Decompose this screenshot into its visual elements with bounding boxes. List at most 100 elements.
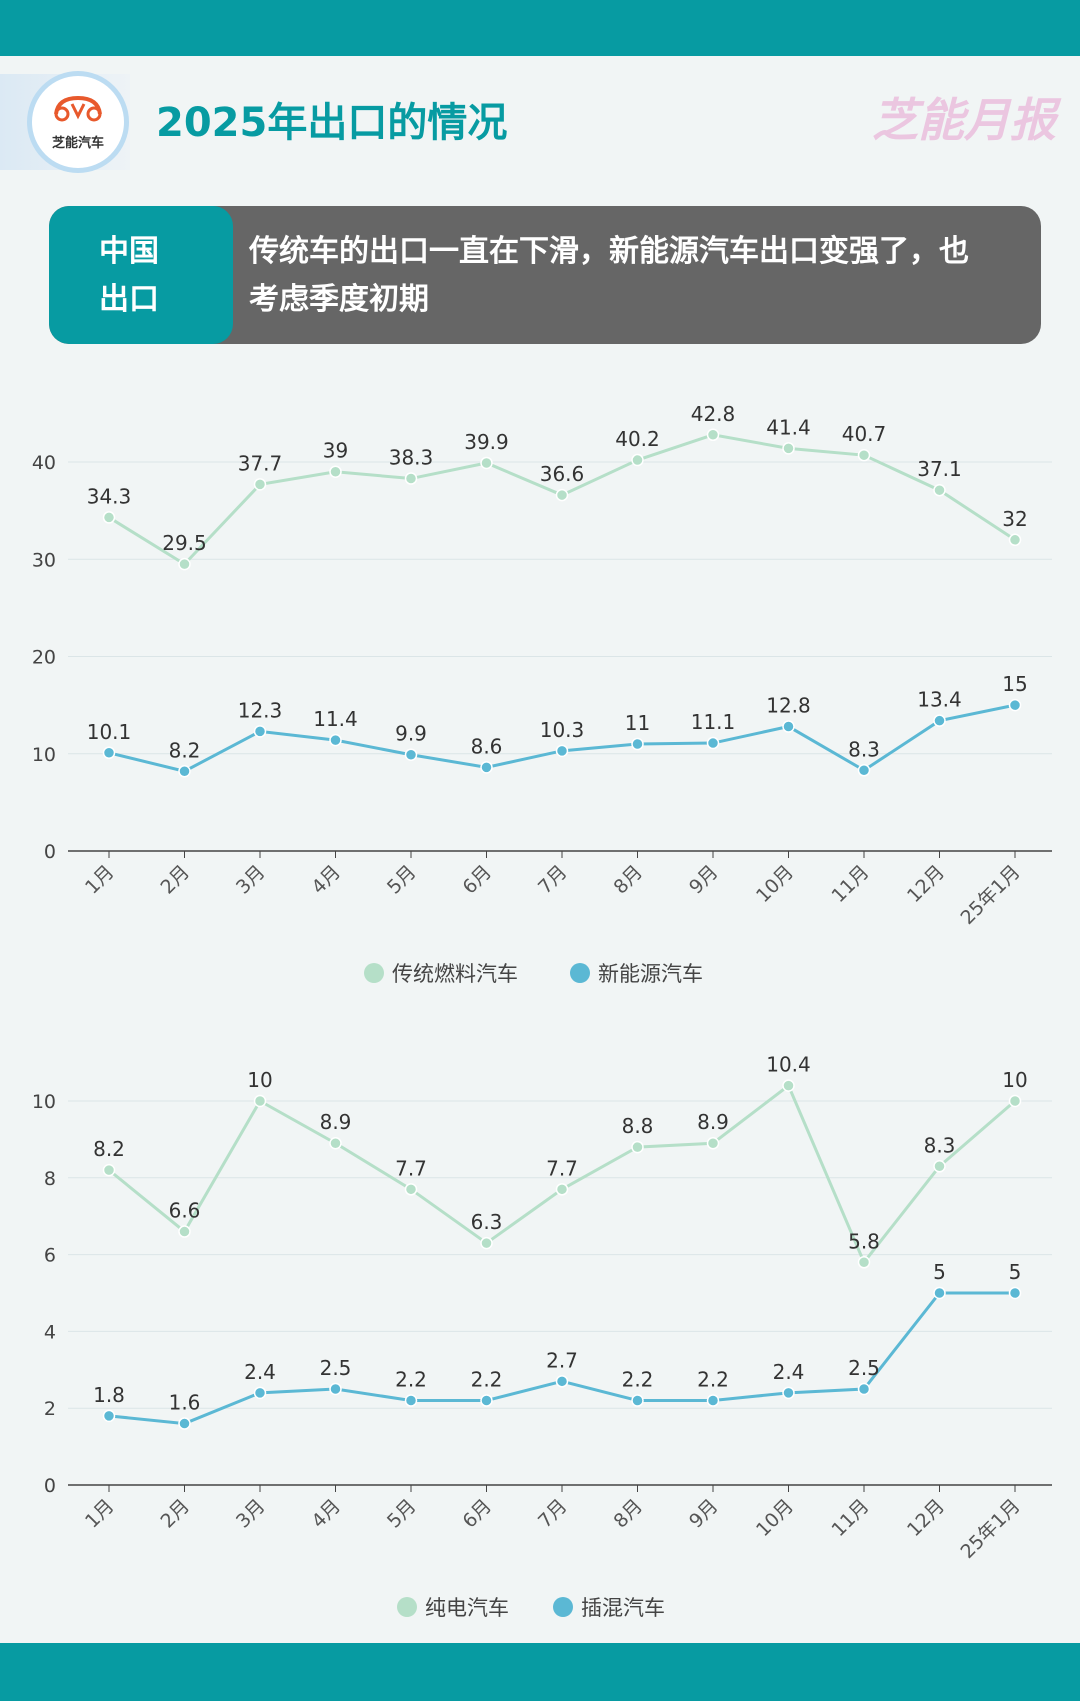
data-point: [782, 442, 795, 455]
data-label: 2.4: [773, 1360, 805, 1384]
data-point: [102, 1409, 116, 1423]
x-tick-label: 1月: [81, 1495, 119, 1533]
x-tick-label: 8月: [609, 1495, 647, 1533]
data-point: [857, 1256, 871, 1269]
summary-text: 传统车的出口一直在下滑，新能源汽车出口变强了，也考虑季度初期: [249, 234, 969, 317]
data-point: [329, 465, 342, 478]
data-point: [404, 748, 418, 761]
x-tick-label: 2月: [156, 1495, 194, 1533]
data-label: 8.3: [848, 737, 880, 761]
y-tick-label: 40: [32, 452, 56, 474]
legend-label: 传统燃料汽车: [392, 962, 518, 986]
data-label: 6.3: [471, 1210, 503, 1234]
y-tick-label: 4: [44, 1321, 56, 1343]
data-label: 6.6: [169, 1199, 201, 1223]
y-tick-label: 20: [32, 647, 56, 669]
x-tick-label: 10月: [752, 1495, 798, 1541]
data-point: [857, 764, 871, 777]
data-label: 7.7: [395, 1156, 427, 1180]
data-label: 42.8: [691, 402, 736, 426]
data-point: [631, 453, 644, 467]
data-point: [555, 1375, 569, 1388]
legend-label: 纯电汽车: [425, 1596, 509, 1620]
legend-label: 插混汽车: [581, 1596, 665, 1620]
data-point: [555, 488, 569, 502]
x-tick-label: 9月: [685, 1495, 723, 1533]
tag-line-1: 中国: [99, 234, 159, 269]
bottom-bar: [0, 1643, 1080, 1701]
data-label: 8.2: [93, 1137, 125, 1161]
data-label: 9.9: [395, 722, 427, 746]
data-point: [782, 720, 795, 733]
data-label: 38.3: [389, 446, 434, 470]
y-tick-label: 30: [32, 549, 56, 571]
car-logo-icon: [54, 95, 102, 122]
data-point: [631, 1394, 644, 1407]
data-label: 2.5: [848, 1356, 880, 1380]
data-point: [555, 1183, 569, 1196]
data-label: 8.2: [169, 738, 201, 762]
data-label: 39.9: [464, 430, 509, 454]
data-label: 40.7: [842, 422, 887, 446]
y-tick-label: 0: [44, 841, 56, 863]
data-point: [253, 478, 267, 491]
summary-tag: 中国 出口: [49, 206, 233, 344]
data-label: 8.6: [471, 734, 503, 758]
x-tick-label: 4月: [307, 1495, 345, 1533]
data-label: 36.6: [540, 462, 585, 486]
top-bar: [0, 0, 1080, 56]
logo: 芝能汽车: [32, 76, 124, 168]
data-label: 8.9: [320, 1110, 352, 1134]
x-tick-label: 6月: [458, 1495, 496, 1533]
data-point: [480, 1394, 493, 1407]
data-point: [178, 765, 191, 778]
data-label: 10: [247, 1068, 272, 1092]
data-label: 8.8: [622, 1114, 654, 1138]
data-label: 2.7: [546, 1348, 578, 1372]
data-point: [329, 1136, 342, 1150]
data-label: 5.8: [848, 1229, 880, 1253]
data-label: 37.7: [238, 451, 283, 475]
brand-watermark: 芝能月报: [872, 93, 1056, 147]
data-label: 7.7: [546, 1156, 578, 1180]
data-point: [480, 761, 493, 774]
data-point: [631, 1140, 644, 1154]
data-point: [253, 725, 267, 738]
data-label: 12.8: [766, 694, 811, 718]
data-label: 40.2: [615, 427, 660, 451]
data-point: [555, 744, 569, 758]
data-point: [329, 1382, 342, 1396]
data-label: 8.9: [697, 1110, 729, 1134]
y-tick-label: 10: [32, 1091, 56, 1113]
data-point: [933, 483, 946, 497]
x-tick-label: 12月: [903, 1495, 949, 1541]
data-point: [706, 428, 720, 442]
legend-marker: [553, 1597, 573, 1617]
data-point: [933, 1160, 946, 1173]
data-label: 2.5: [320, 1356, 352, 1380]
data-label: 29.5: [162, 531, 207, 555]
legend-marker: [570, 963, 590, 983]
x-tick-label: 5月: [383, 1495, 421, 1533]
data-label: 32: [1002, 507, 1027, 531]
data-label: 37.1: [917, 457, 962, 481]
logo-text: 芝能汽车: [51, 136, 104, 151]
data-point: [782, 1079, 795, 1092]
data-label: 10.4: [766, 1053, 811, 1077]
data-label: 5: [1009, 1260, 1022, 1284]
tag-line-2: 出口: [99, 282, 159, 317]
data-label: 11: [625, 711, 650, 735]
data-label: 13.4: [917, 688, 962, 712]
data-point: [1008, 1286, 1022, 1300]
data-label: 34.3: [87, 484, 132, 508]
data-label: 1.8: [93, 1383, 125, 1407]
data-point: [404, 1183, 418, 1196]
x-tick-label: 11月: [827, 1495, 873, 1541]
summary-box: 中国出口 传统车的出口一直在下滑，新能源汽车出口变强了，也考虑季度初期: [49, 206, 1041, 344]
y-tick-label: 8: [44, 1168, 56, 1190]
y-tick-label: 6: [44, 1245, 56, 1267]
data-point: [631, 737, 644, 751]
data-label: 2.2: [697, 1368, 729, 1392]
